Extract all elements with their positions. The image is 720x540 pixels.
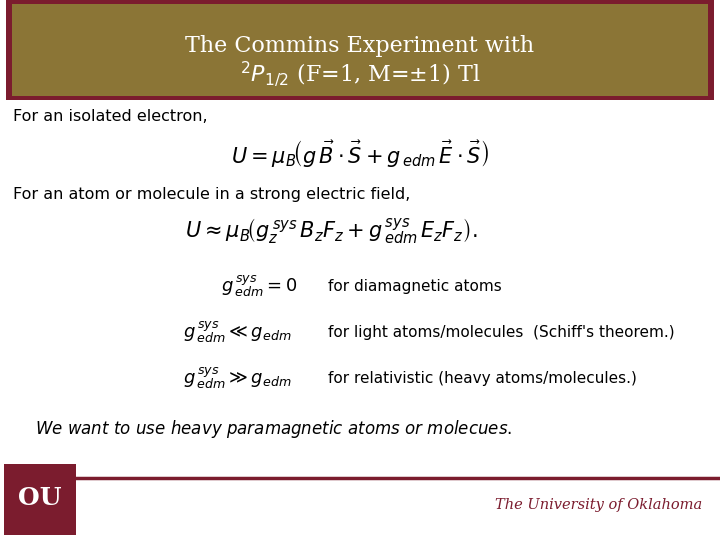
Bar: [6, 0, 714, 100]
Text: The University of Oklahoma: The University of Oklahoma: [495, 498, 702, 512]
Text: $U \approx \mu_B\!\left(g_z^{\,sys}\,B_z F_z + g_{\,edm}^{\,sys}\,E_z F_z\right): $U \approx \mu_B\!\left(g_z^{\,sys}\,B_z…: [185, 217, 477, 247]
Text: For an isolated electron,: For an isolated electron,: [13, 109, 207, 124]
Text: $g_{\,edm}^{\,sys} = 0$: $g_{\,edm}^{\,sys} = 0$: [221, 273, 297, 299]
Text: OU: OU: [18, 486, 61, 510]
Text: $U = \mu_B\!\left(g\,\vec{B}\cdot\vec{S} + g_{\,edm}\,\vec{E}\cdot\vec{S}\right): $U = \mu_B\!\left(g\,\vec{B}\cdot\vec{S}…: [231, 138, 489, 170]
Text: For an atom or molecule in a strong electric field,: For an atom or molecule in a strong elec…: [13, 187, 410, 202]
Text: $g_{\,edm}^{\,sys} \gg g_{edm}$: $g_{\,edm}^{\,sys} \gg g_{edm}$: [184, 365, 292, 391]
Text: The Commins Experiment with: The Commins Experiment with: [186, 35, 534, 57]
Text: $^2P_{1/2}$ (F=1, M=$\pm$1) Tl: $^2P_{1/2}$ (F=1, M=$\pm$1) Tl: [240, 60, 480, 89]
Bar: [12, 4, 708, 96]
Text: for light atoms/molecules  (Schiff's theorem.): for light atoms/molecules (Schiff's theo…: [328, 325, 674, 340]
Text: $\it{We\ want\ to\ use\ heavy\ paramagnetic\ atoms\ or\ molecues.}$: $\it{We\ want\ to\ use\ heavy\ paramagne…: [35, 418, 512, 440]
Text: $g_{\,edm}^{\,sys} \ll g_{edm}$: $g_{\,edm}^{\,sys} \ll g_{edm}$: [184, 319, 292, 345]
Text: for diamagnetic atoms: for diamagnetic atoms: [328, 279, 501, 294]
Text: for relativistic (heavy atoms/molecules.): for relativistic (heavy atoms/molecules.…: [328, 370, 636, 386]
